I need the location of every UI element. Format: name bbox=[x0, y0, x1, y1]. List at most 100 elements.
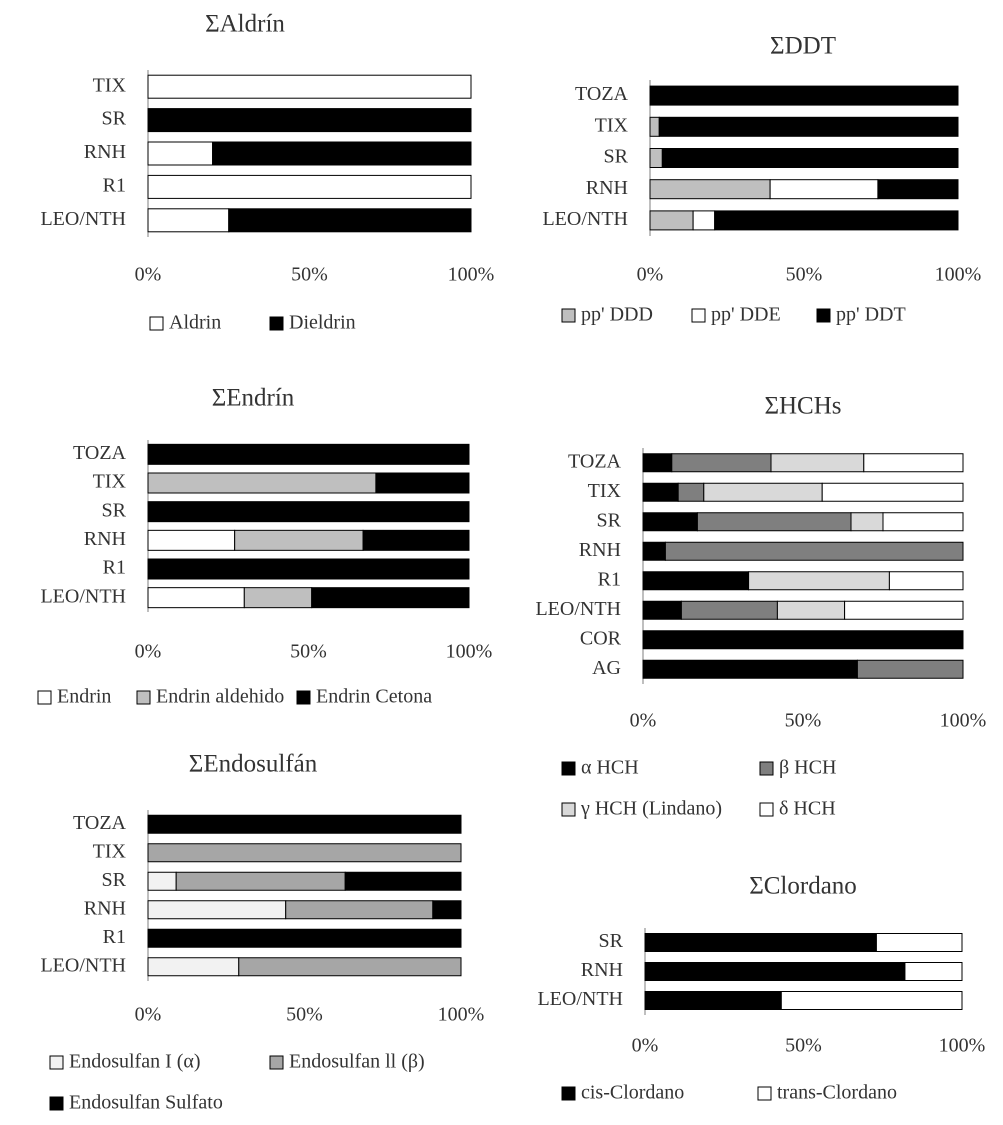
bar-segment bbox=[677, 482, 705, 502]
x-tick-label: 0% bbox=[135, 264, 162, 286]
legend-swatch bbox=[691, 308, 706, 323]
bar-segment bbox=[642, 482, 679, 502]
bar-segment bbox=[877, 179, 959, 200]
bar-segment bbox=[285, 900, 434, 920]
x-tick-label: 50% bbox=[785, 710, 822, 732]
legend-label: cis-Clordano bbox=[581, 1082, 684, 1104]
bar-segment bbox=[344, 871, 462, 891]
bar-segment bbox=[642, 630, 964, 650]
category-label: LEO/NTH bbox=[40, 585, 126, 607]
legend-label: Endrin aldehido bbox=[156, 686, 284, 708]
bar-segment bbox=[147, 957, 240, 977]
category-label: TOZA bbox=[73, 812, 127, 834]
bar-segment bbox=[821, 482, 964, 502]
legend-swatch bbox=[561, 802, 576, 817]
bar-segment bbox=[642, 571, 750, 591]
x-tick-label: 100% bbox=[448, 264, 495, 286]
category-label: TIX bbox=[595, 114, 629, 136]
category-label: TOZA bbox=[575, 83, 629, 105]
bar-segment bbox=[856, 659, 964, 679]
bar-segment bbox=[882, 512, 964, 532]
bar-segment bbox=[714, 210, 959, 231]
bar-segment bbox=[147, 443, 470, 465]
x-tick-label: 50% bbox=[786, 264, 823, 286]
bar-segment bbox=[147, 814, 462, 834]
bar-segment bbox=[664, 541, 964, 561]
category-label: LEO/NTH bbox=[537, 988, 623, 1010]
bar-segment bbox=[642, 453, 673, 473]
legend-label: Endosulfan I (α) bbox=[69, 1051, 201, 1073]
x-tick-label: 50% bbox=[785, 1035, 822, 1057]
bar-segment bbox=[432, 900, 462, 920]
bar-segment bbox=[748, 571, 890, 591]
legend-label: pp' DDD bbox=[581, 304, 653, 326]
bar-segment bbox=[642, 541, 666, 561]
bar-segment bbox=[175, 871, 346, 891]
bar-segment bbox=[147, 587, 245, 609]
category-label: R1 bbox=[103, 174, 126, 196]
category-label: RNH bbox=[84, 528, 126, 550]
x-tick-label: 100% bbox=[935, 264, 982, 286]
bar-segment bbox=[311, 587, 470, 609]
bar-segment bbox=[661, 148, 959, 168]
bar-segment bbox=[696, 512, 852, 532]
bar-segment bbox=[780, 991, 963, 1010]
legend-swatch bbox=[37, 690, 52, 705]
bar-segment bbox=[888, 571, 964, 591]
x-tick-label: 50% bbox=[291, 264, 328, 286]
chart-endosulfan: ΣEndosulfán TOZA TIX SR RNH R1 LEO/NTH 0% 50% 100… bbox=[40, 751, 484, 1114]
bar-segment bbox=[649, 179, 771, 200]
chart-hchs: ΣHCHs TOZA TIX SR RNH R1 LEO/NTH COR AG 0% 50% 100%… bbox=[535, 393, 986, 820]
bar-segment bbox=[375, 472, 470, 494]
bar-segment bbox=[649, 85, 959, 106]
bar-segment bbox=[844, 600, 964, 620]
x-tick-label: 0% bbox=[637, 264, 664, 286]
chart-clordano: ΣClordano SR RNH LEO/NTH 0% 50% 100% cis-Clorda… bbox=[537, 873, 985, 1104]
bar-segment bbox=[875, 933, 963, 952]
category-label: RNH bbox=[586, 177, 628, 199]
bar-segment bbox=[904, 962, 963, 981]
bar-segment bbox=[228, 208, 472, 233]
bar-segment bbox=[644, 962, 906, 981]
legend-label: pp' DDT bbox=[836, 304, 906, 326]
category-label: LEO/NTH bbox=[40, 954, 126, 976]
x-tick-label: 100% bbox=[940, 710, 987, 732]
x-tick-label: 100% bbox=[446, 641, 493, 663]
category-label: TIX bbox=[588, 480, 622, 502]
bar-segment bbox=[649, 210, 694, 231]
bar-segment bbox=[147, 900, 287, 920]
category-label: LEO/NTH bbox=[535, 598, 621, 620]
legend-label: Endrin bbox=[57, 686, 111, 708]
legend-swatch bbox=[759, 802, 774, 817]
category-label: RNH bbox=[581, 959, 623, 981]
x-tick-label: 0% bbox=[135, 1004, 162, 1026]
category-label: LEO/NTH bbox=[40, 208, 126, 230]
legend-swatch bbox=[561, 308, 576, 323]
legend-swatch bbox=[816, 308, 831, 323]
bar-segment bbox=[238, 957, 462, 977]
x-tick-label: 50% bbox=[290, 641, 327, 663]
category-label: SR bbox=[102, 108, 127, 130]
bar-segment bbox=[234, 529, 364, 551]
legend-swatch bbox=[561, 761, 576, 776]
legend-label: β HCH bbox=[779, 757, 836, 779]
category-label: AG bbox=[592, 657, 621, 679]
bar-segment bbox=[243, 587, 313, 609]
category-label: TIX bbox=[93, 840, 127, 862]
bar-segment bbox=[644, 933, 877, 952]
bar-segment bbox=[671, 453, 772, 473]
category-label: COR bbox=[580, 627, 622, 649]
bar-segment bbox=[147, 871, 177, 891]
bar-segment bbox=[863, 453, 964, 473]
bar-segment bbox=[147, 74, 472, 99]
x-tick-label: 50% bbox=[286, 1004, 323, 1026]
legend-swatch bbox=[759, 761, 774, 776]
bar-segment bbox=[147, 529, 236, 551]
legend-label: pp' DDE bbox=[711, 304, 781, 326]
legend-swatch bbox=[561, 1086, 576, 1101]
legend-swatch bbox=[149, 316, 164, 331]
bar-segment bbox=[147, 208, 230, 233]
bar-segment bbox=[644, 991, 782, 1010]
category-label: R1 bbox=[103, 557, 126, 579]
